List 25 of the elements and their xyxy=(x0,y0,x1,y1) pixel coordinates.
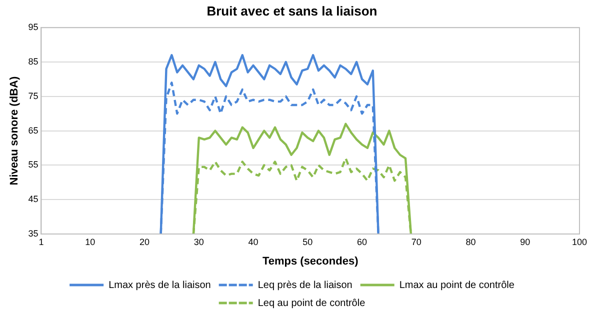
x-tick-label: 10 xyxy=(85,236,96,247)
x-tick-label: 1 xyxy=(38,236,44,247)
y-tick-label: 55 xyxy=(28,160,38,170)
x-tick-label: 90 xyxy=(520,236,530,247)
legend-label: Leq près de la liaison xyxy=(258,280,352,291)
y-axis-title: Niveau sonore (dBA) xyxy=(8,76,21,186)
y-tick-label: 45 xyxy=(28,194,38,204)
y-tick-label: 95 xyxy=(28,22,38,32)
x-axis-title: Temps (secondes) xyxy=(262,255,359,268)
x-tick-label: 60 xyxy=(356,236,368,247)
legend-label: Lmax au point de contrôle xyxy=(399,280,515,291)
legend-label: Lmax près de la liaison xyxy=(108,280,211,291)
x-tick-label: 50 xyxy=(302,236,313,247)
x-tick-label: 80 xyxy=(466,236,476,247)
y-tick-label: 75 xyxy=(28,90,38,101)
x-tick-label: 100 xyxy=(572,236,588,247)
y-tick-label: 35 xyxy=(28,228,38,238)
x-tick-label: 70 xyxy=(411,236,422,247)
x-tick-label: 40 xyxy=(248,236,258,247)
legend-label: Leq au point de contrôle xyxy=(258,298,366,309)
x-tick-label: 30 xyxy=(194,236,204,247)
chart-title: Bruit avec et sans la liaison xyxy=(206,3,378,18)
y-tick-label: 85 xyxy=(28,56,38,66)
x-tick-label: 20 xyxy=(140,236,150,247)
y-tick-label: 65 xyxy=(28,125,38,136)
